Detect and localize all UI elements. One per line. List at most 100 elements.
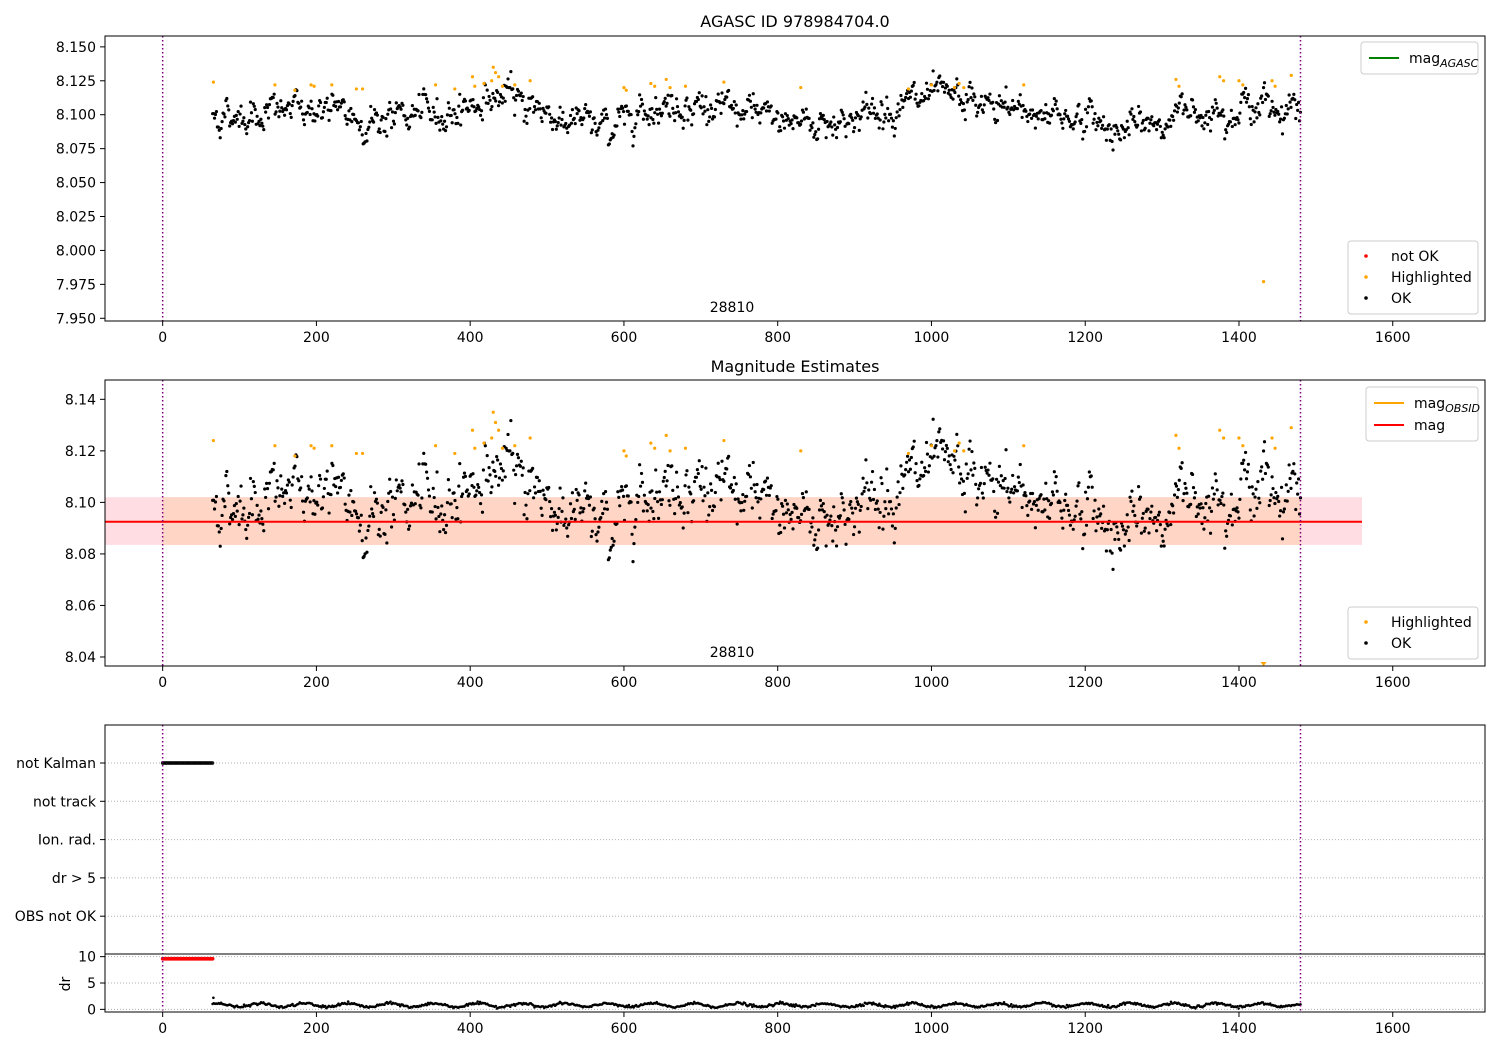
ok-point — [1230, 523, 1234, 527]
panel3-frame — [104, 724, 1486, 1013]
ok-point — [223, 505, 227, 509]
ok-point — [1066, 117, 1071, 121]
ok-point — [557, 506, 561, 511]
ok-point — [791, 127, 795, 131]
panel2-ytick-label: 8.12 — [65, 444, 96, 460]
ok-point — [894, 116, 898, 120]
ok-point — [420, 496, 424, 500]
ok-point — [608, 548, 612, 552]
ok-point — [1276, 494, 1280, 498]
ok-point — [460, 492, 465, 496]
ok-point — [1125, 513, 1129, 517]
ok-point — [222, 112, 226, 116]
ok-point — [1220, 494, 1224, 499]
ok-point — [853, 116, 858, 120]
ok-point — [379, 118, 383, 122]
ok-point — [1222, 114, 1226, 118]
ok-point — [1221, 491, 1225, 495]
ok-point — [497, 100, 502, 104]
highlighted-point — [500, 446, 505, 450]
ok-point — [1005, 489, 1009, 494]
ok-point — [1053, 481, 1057, 485]
ok-point — [1266, 94, 1270, 98]
ok-point — [264, 110, 268, 114]
ok-point — [325, 469, 329, 473]
ok-point — [595, 133, 599, 137]
ok-point — [301, 510, 306, 514]
ok-point — [494, 99, 498, 103]
ok-point — [313, 119, 317, 123]
dr-point — [1009, 1003, 1013, 1006]
ok-point — [1084, 125, 1089, 129]
ok-point — [580, 122, 584, 127]
ok-point — [656, 112, 660, 116]
ok-point — [437, 514, 441, 519]
ok-point — [922, 99, 926, 103]
ok-point — [927, 93, 931, 98]
ok-point — [338, 105, 343, 109]
ok-point — [1223, 546, 1227, 550]
ok-point — [1213, 98, 1217, 102]
ok-point — [1245, 470, 1250, 474]
ok-point — [818, 112, 823, 116]
ok-point — [282, 113, 287, 117]
ok-point — [797, 515, 801, 520]
ok-point — [1181, 112, 1185, 116]
ok-point — [1202, 527, 1206, 531]
ok-point — [638, 463, 642, 467]
ok-point — [866, 116, 870, 120]
ok-point — [937, 430, 941, 434]
ok-point — [1279, 485, 1284, 490]
ok-point — [364, 131, 368, 136]
ok-point — [585, 494, 590, 498]
ok-point — [431, 105, 435, 109]
ok-point — [886, 488, 890, 493]
ok-point — [637, 110, 641, 114]
ok-point — [553, 119, 557, 124]
ok-point — [633, 126, 637, 130]
highlighted-point — [653, 84, 657, 88]
ok-point — [816, 528, 821, 532]
ok-point — [813, 132, 817, 137]
ok-point — [908, 467, 913, 471]
highlighted-point — [1222, 436, 1226, 440]
ok-point — [581, 510, 585, 514]
ok-point — [709, 488, 714, 492]
ok-point — [538, 107, 542, 111]
ok-point — [1276, 109, 1280, 114]
ok-point — [234, 502, 238, 506]
ok-point — [447, 488, 451, 492]
ok-point — [312, 498, 316, 503]
ok-point — [1094, 128, 1098, 132]
ok-point — [1296, 100, 1301, 105]
ok-point — [694, 475, 699, 479]
ok-point — [725, 467, 729, 471]
ok-point — [588, 110, 592, 114]
ok-point — [991, 100, 995, 104]
ok-point — [1032, 500, 1037, 504]
ok-point — [273, 499, 277, 503]
ok-point — [583, 489, 587, 493]
ok-point — [1149, 510, 1153, 514]
ok-point — [229, 515, 233, 520]
highlighted-point — [1270, 79, 1274, 83]
ok-point — [710, 508, 715, 513]
ok-point — [1055, 107, 1059, 111]
ok-point — [403, 503, 407, 507]
ok-point — [453, 498, 457, 503]
ok-point — [720, 91, 724, 95]
ok-point — [438, 128, 442, 132]
ok-point — [327, 118, 331, 122]
ok-point — [426, 488, 431, 492]
ok-point — [1080, 510, 1084, 514]
ok-point — [1286, 107, 1290, 111]
ok-point — [885, 95, 889, 99]
ok-point — [1130, 489, 1134, 493]
ok-point — [483, 444, 487, 448]
legend-box — [1360, 41, 1479, 75]
ok-point — [1089, 99, 1093, 103]
flag-label: not track — [33, 794, 97, 810]
ok-point — [212, 507, 217, 511]
ok-point — [662, 100, 666, 104]
